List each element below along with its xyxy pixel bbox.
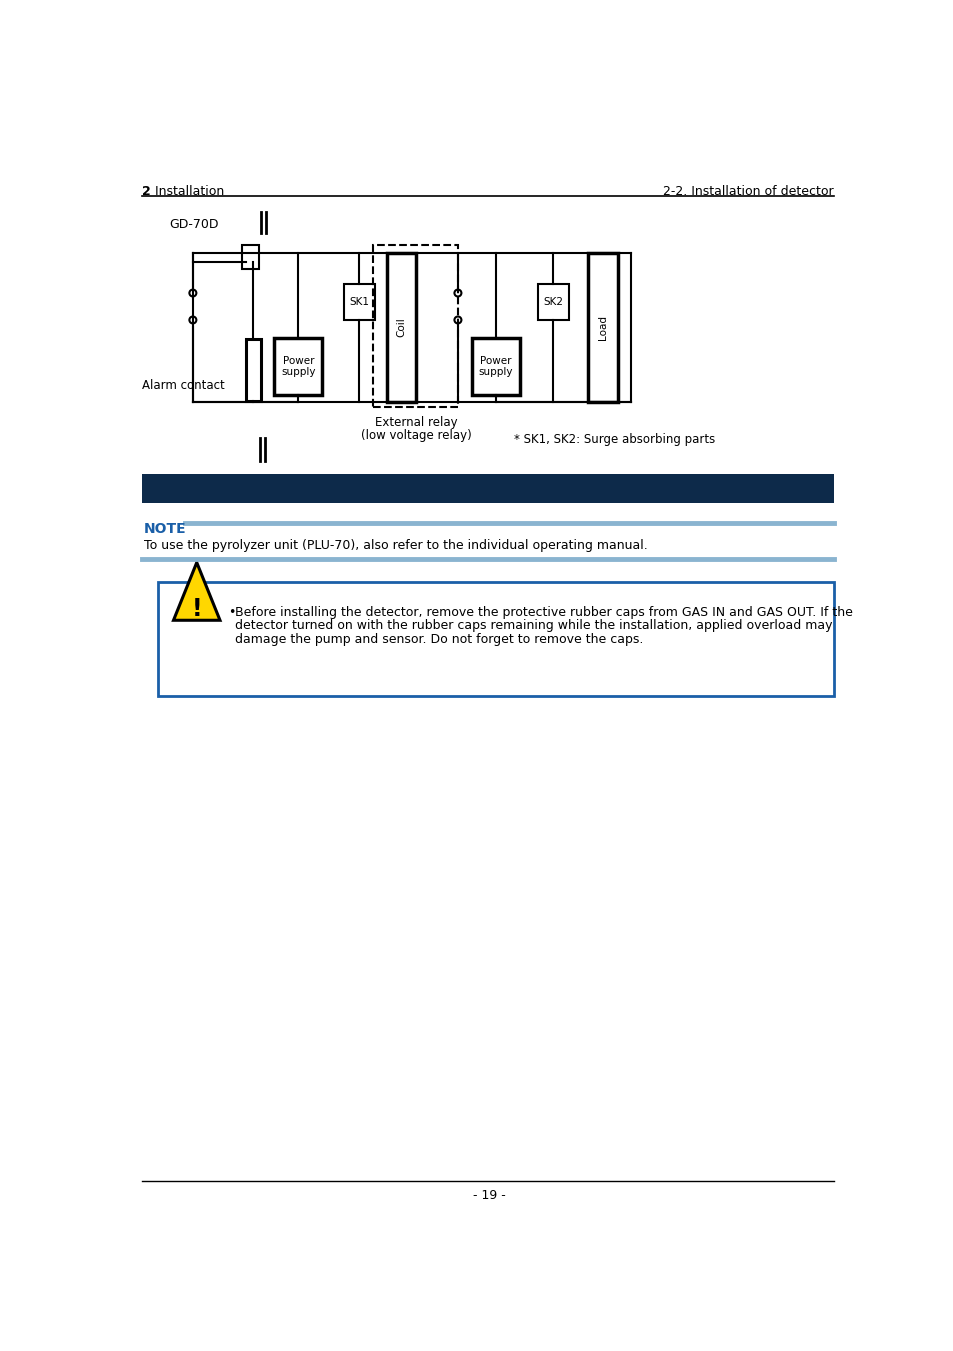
- Bar: [344, 284, 375, 320]
- Text: (low voltage relay): (low voltage relay): [360, 428, 471, 442]
- Text: Before installing the detector, remove the protective rubber caps from GAS IN an: Before installing the detector, remove t…: [235, 605, 853, 619]
- Text: NOTE: NOTE: [144, 523, 187, 536]
- Text: 2: 2: [142, 185, 152, 199]
- Text: Installation: Installation: [151, 185, 224, 199]
- Bar: [472, 338, 519, 396]
- Text: Power
supply: Power supply: [281, 355, 315, 377]
- Bar: [587, 253, 617, 401]
- Text: Power
supply: Power supply: [478, 355, 513, 377]
- Text: !: !: [192, 597, 202, 621]
- Polygon shape: [173, 562, 220, 620]
- Text: detector turned on with the rubber caps remaining while the installation, applie: detector turned on with the rubber caps …: [235, 620, 832, 632]
- Bar: [245, 339, 261, 401]
- Text: To use the pyrolyzer unit (PLU-70), also refer to the individual operating manua: To use the pyrolyzer unit (PLU-70), also…: [144, 539, 647, 553]
- Text: * SK1, SK2: Surge absorbing parts: * SK1, SK2: Surge absorbing parts: [514, 434, 715, 446]
- Text: GD-70D: GD-70D: [170, 218, 219, 231]
- Bar: [537, 284, 568, 320]
- Bar: [274, 338, 322, 396]
- Text: SK2: SK2: [542, 297, 562, 307]
- Text: •: •: [228, 605, 234, 619]
- Text: Coil: Coil: [395, 317, 406, 338]
- Bar: [142, 474, 833, 503]
- Text: Load: Load: [598, 315, 607, 340]
- Bar: [241, 245, 258, 269]
- Bar: [386, 253, 416, 401]
- Bar: [373, 246, 457, 407]
- Text: SK1: SK1: [349, 297, 369, 307]
- Text: - 19 -: - 19 -: [472, 1189, 505, 1201]
- Text: damage the pump and sensor. Do not forget to remove the caps.: damage the pump and sensor. Do not forge…: [235, 634, 643, 646]
- Text: External relay: External relay: [375, 416, 456, 430]
- Text: Alarm contact: Alarm contact: [142, 380, 225, 392]
- Bar: [158, 582, 833, 696]
- Text: 2-2. Installation of detector: 2-2. Installation of detector: [662, 185, 833, 199]
